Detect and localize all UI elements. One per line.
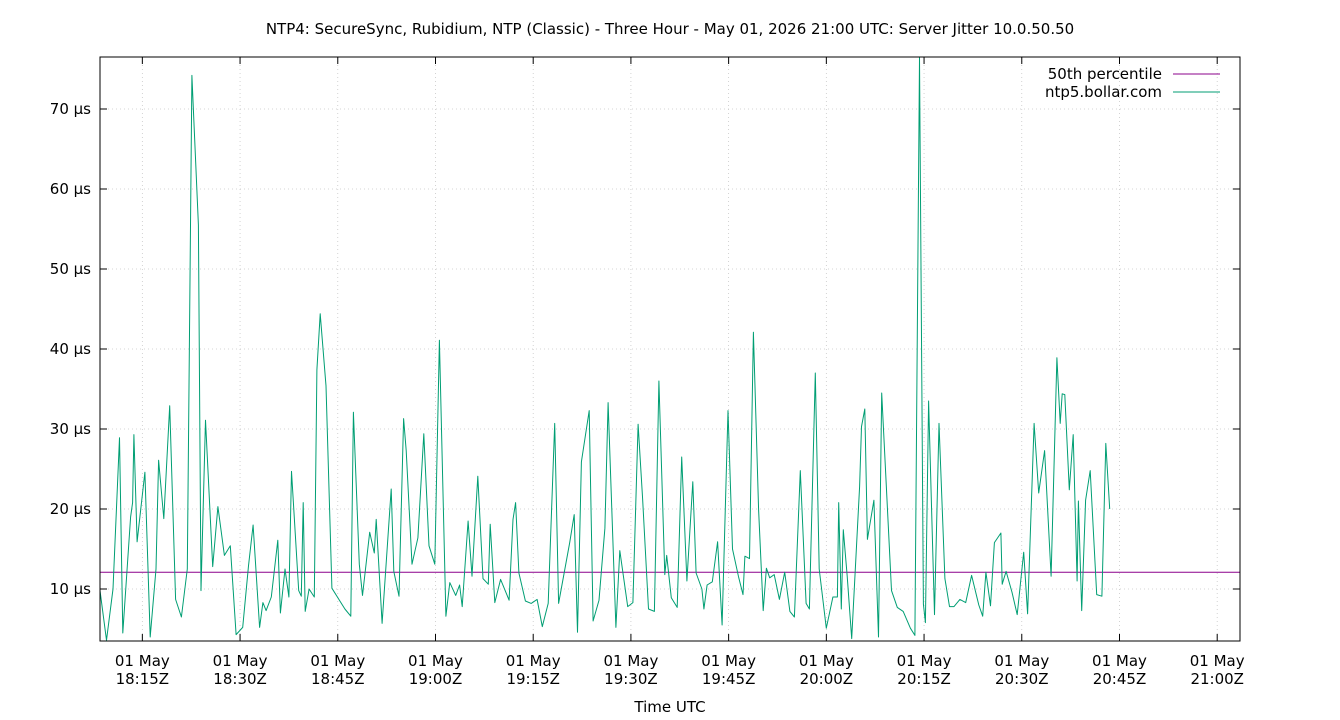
y-tick-label: 40 µs: [50, 340, 91, 358]
y-tick-label: 10 µs: [50, 580, 91, 598]
x-tick-label-date: 01 May: [213, 652, 268, 670]
y-tick-label: 60 µs: [50, 180, 91, 198]
x-tick-label-date: 01 May: [408, 652, 463, 670]
x-tick-label-time: 21:00Z: [1190, 670, 1244, 688]
legend-label: 50th percentile: [1048, 65, 1162, 83]
x-tick-label-date: 01 May: [994, 652, 1049, 670]
x-tick-label-time: 20:15Z: [897, 670, 951, 688]
axis-ticks: 10 µs 20 µs 30 µs 40 µs 50 µs 60 µs 70 µs 01 Ma…: [50, 57, 1245, 688]
x-tick-label-time: 19:00Z: [409, 670, 463, 688]
x-tick-label-date: 01 May: [506, 652, 561, 670]
x-tick-label-time: 20:45Z: [1093, 670, 1147, 688]
y-tick-label: 50 µs: [50, 260, 91, 278]
x-tick-label-date: 01 May: [115, 652, 170, 670]
y-tick-label: 30 µs: [50, 420, 91, 438]
x-tick-label-time: 18:45Z: [311, 670, 365, 688]
x-axis-label: Time UTC: [633, 698, 705, 716]
x-tick-label-date: 01 May: [603, 652, 658, 670]
x-tick-label-time: 20:00Z: [800, 670, 854, 688]
x-tick-label-date: 01 May: [799, 652, 854, 670]
grid-lines: [100, 57, 1240, 641]
x-tick-label-time: 19:45Z: [702, 670, 756, 688]
x-tick-label-date: 01 May: [897, 652, 952, 670]
x-tick-label-time: 18:15Z: [116, 670, 170, 688]
chart-title: NTP4: SecureSync, Rubidium, NTP (Classic…: [266, 20, 1074, 38]
x-tick-label-date: 01 May: [1190, 652, 1245, 670]
jitter-series-line: [100, 57, 1111, 641]
x-tick-label-time: 19:30Z: [604, 670, 658, 688]
series-layer: [100, 57, 1240, 641]
x-tick-label-date: 01 May: [310, 652, 365, 670]
x-tick-label-date: 01 May: [1092, 652, 1147, 670]
y-tick-label: 20 µs: [50, 500, 91, 518]
y-tick-label: 70 µs: [50, 100, 91, 118]
legend-label: ntp5.bollar.com: [1045, 83, 1162, 101]
x-tick-label-date: 01 May: [701, 652, 756, 670]
x-tick-label-time: 19:15Z: [506, 670, 560, 688]
x-tick-label-time: 20:30Z: [995, 670, 1049, 688]
x-tick-label-time: 18:30Z: [213, 670, 267, 688]
